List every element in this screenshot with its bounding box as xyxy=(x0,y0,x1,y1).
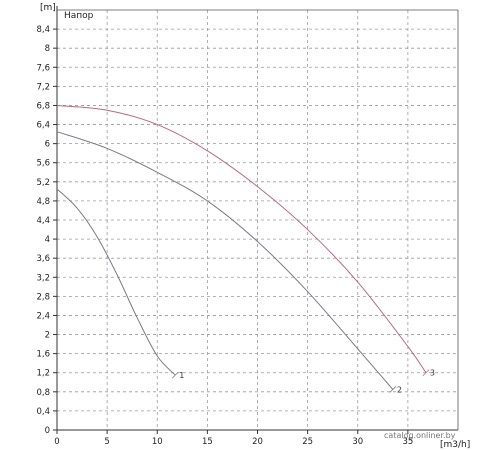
curve-label-1: 1 xyxy=(179,371,184,380)
y-tick-label: 1,2 xyxy=(36,369,50,379)
series-curves xyxy=(56,104,427,390)
x-tick-label: 0 xyxy=(54,437,59,447)
y-tick-label: 0 xyxy=(45,426,50,436)
x-tick-label: 15 xyxy=(202,437,213,447)
y-tick-labels: 0 0,4 0,8 1,2 1,6 2 2,4 2,8 3,2 3,6 4 4,4 4,8 5,2 5,6 6… xyxy=(36,25,50,436)
y-tick-label: 8,4 xyxy=(36,25,50,35)
curve-end-mark-3 xyxy=(422,369,430,377)
y-tick-label: 6 xyxy=(45,140,50,150)
curve-label-2: 2 xyxy=(397,385,402,394)
y-tick-label: 3,2 xyxy=(36,273,50,283)
axes xyxy=(53,6,459,434)
y-tick-label: 5,2 xyxy=(36,178,50,188)
y-tick-label: 0,8 xyxy=(36,388,50,398)
curve-1 xyxy=(56,188,176,376)
y-tick-label: 4,4 xyxy=(36,216,50,226)
y-tick-label: 3,6 xyxy=(36,254,50,264)
curve-end-mark-1 xyxy=(172,371,179,379)
y-tick-label: 6,4 xyxy=(36,121,50,131)
y-tick-label: 7,2 xyxy=(36,82,50,92)
y-axis-unit: [m] xyxy=(40,3,56,13)
x-tick-label: 20 xyxy=(252,437,263,447)
curve-label-3: 3 xyxy=(430,369,435,378)
curve-2 xyxy=(56,131,394,390)
x-tick-label: 10 xyxy=(152,437,163,447)
y-tick-label: 8 xyxy=(45,44,50,54)
y-tick-label: 5,6 xyxy=(36,159,50,169)
watermark-text: catalog.onliner.by xyxy=(384,431,456,440)
grid-lines xyxy=(57,10,458,430)
y-tick-label: 4,8 xyxy=(36,197,50,207)
curve-end-mark-2 xyxy=(389,386,397,393)
y-tick-label: 0,4 xyxy=(36,407,50,417)
y-tick-label: 7,6 xyxy=(36,63,50,73)
y-tick-label: 1,6 xyxy=(36,350,50,360)
x-tick-label: 35 xyxy=(402,437,413,447)
y-tick-label: 4 xyxy=(45,235,50,245)
curve-3 xyxy=(56,104,427,374)
y-tick-label: 6,8 xyxy=(36,101,50,111)
y-tick-label: 2 xyxy=(45,331,50,341)
chart-title: Напор xyxy=(64,11,94,21)
x-tick-labels: 0 5 10 15 20 25 30 35 xyxy=(54,437,413,447)
y-tick-label: 2,4 xyxy=(36,311,50,321)
x-tick-label: 5 xyxy=(104,437,109,447)
x-tick-label: 30 xyxy=(352,437,363,447)
y-tick-label: 2,8 xyxy=(36,292,50,302)
x-axis-unit: [m3/h] xyxy=(440,440,470,450)
curve-labels: 1 2 3 xyxy=(172,369,435,394)
x-tick-label: 25 xyxy=(302,437,313,447)
